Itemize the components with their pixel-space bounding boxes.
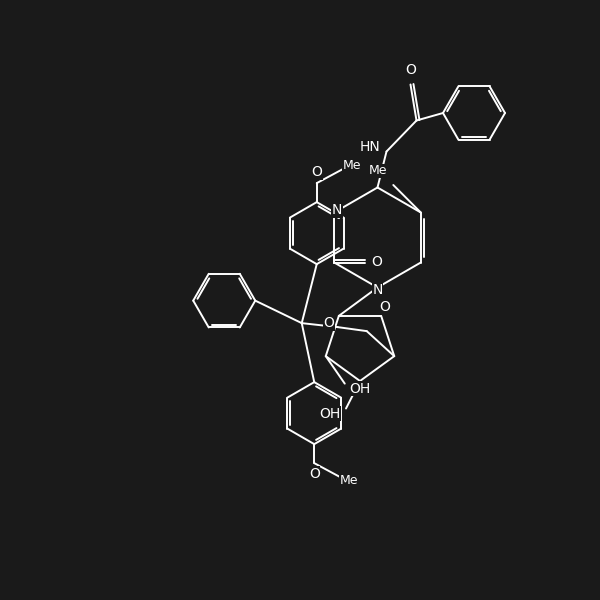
Text: Me: Me xyxy=(369,164,388,178)
Text: OH: OH xyxy=(319,407,341,421)
Text: N: N xyxy=(332,203,342,217)
Text: O: O xyxy=(309,467,320,481)
Text: O: O xyxy=(311,165,322,179)
Text: O: O xyxy=(405,64,416,77)
Text: O: O xyxy=(379,300,390,314)
Text: O: O xyxy=(323,316,334,330)
Text: N: N xyxy=(373,283,383,297)
Text: OH: OH xyxy=(349,382,370,395)
Text: HN: HN xyxy=(360,140,381,154)
Text: O: O xyxy=(371,256,382,269)
Text: Me: Me xyxy=(340,474,358,487)
Text: Me: Me xyxy=(343,159,361,172)
